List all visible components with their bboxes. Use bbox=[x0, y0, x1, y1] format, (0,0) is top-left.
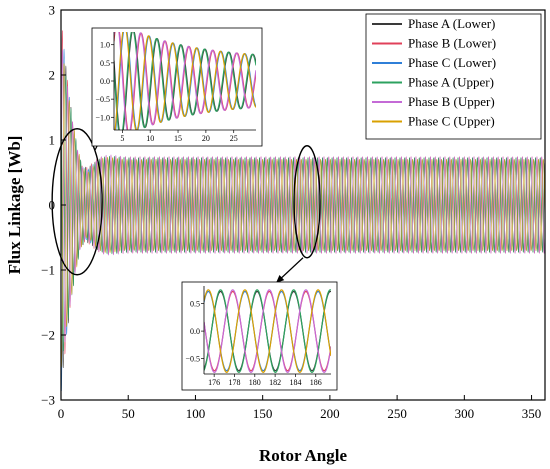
inset-y-tick-label: 0.5 bbox=[100, 59, 110, 68]
x-tick-label: 300 bbox=[455, 406, 475, 421]
callout-ellipse bbox=[51, 128, 103, 276]
inset-series-line bbox=[114, 32, 256, 130]
y-axis-title: Flux Linkage [Wb] bbox=[5, 136, 24, 275]
legend-entry: Phase A (Lower) bbox=[408, 16, 495, 31]
legend-entry: Phase C (Lower) bbox=[408, 55, 496, 70]
inset-y-tick-label: 0.5 bbox=[190, 300, 200, 309]
legend-entry: Phase C (Upper) bbox=[408, 114, 495, 129]
legend-box bbox=[365, 13, 542, 140]
inset-x-tick-label: 5 bbox=[120, 134, 124, 143]
callout-ellipse bbox=[293, 145, 321, 259]
inset-x-tick-label: 176 bbox=[208, 378, 220, 387]
inset-series-line bbox=[204, 289, 331, 373]
inset-series-line bbox=[204, 289, 331, 373]
callout-arrowhead bbox=[276, 274, 285, 283]
x-axis-title: Rotor Angle bbox=[259, 446, 347, 465]
inset-callouts bbox=[51, 116, 321, 284]
inset-panel bbox=[91, 27, 263, 147]
inset-steady: 176 178 180 182 184 186 0.5 0.0 −0.5 bbox=[181, 281, 338, 391]
x-tick-label: 200 bbox=[320, 406, 340, 421]
legend-entry: Phase A (Upper) bbox=[408, 75, 494, 90]
x-axis: 0 50 100 150 200 250 300 350 bbox=[58, 395, 542, 421]
inset-x-tick-label: 25 bbox=[230, 134, 238, 143]
x-tick-label: 0 bbox=[58, 406, 65, 421]
inset-y-tick-label: −0.5 bbox=[95, 95, 110, 104]
legend: Phase A (Lower) Phase B (Lower) Phase C (L… bbox=[365, 13, 542, 140]
inset-x-tick-label: 10 bbox=[146, 134, 154, 143]
inset-y-tick-label: 0.0 bbox=[100, 77, 110, 86]
legend-entry: Phase B (Lower) bbox=[408, 36, 496, 51]
plot-area bbox=[61, 30, 545, 391]
y-tick-label: −2 bbox=[41, 328, 55, 343]
inset-x-tick-label: 186 bbox=[310, 378, 322, 387]
inset-x-tick-label: 180 bbox=[249, 378, 261, 387]
inset-series-line bbox=[204, 289, 331, 373]
y-tick-label: −3 bbox=[41, 393, 55, 408]
inset-y-tick-label: 0.0 bbox=[190, 327, 200, 336]
y-tick-label: 2 bbox=[49, 68, 56, 83]
inset-x-tick-label: 178 bbox=[228, 378, 240, 387]
x-tick-label: 100 bbox=[186, 406, 206, 421]
inset-x-tick-label: 15 bbox=[174, 134, 182, 143]
inset-y-tick-label: −1.0 bbox=[95, 113, 110, 122]
inset-start: 5 10 15 20 25 1.0 0.5 0.0 −0.5 −1.0 bbox=[91, 27, 263, 147]
x-tick-label: 150 bbox=[253, 406, 273, 421]
inset-series-line bbox=[114, 32, 256, 130]
y-tick-label: 3 bbox=[49, 3, 56, 18]
inset-y-tick-label: −0.5 bbox=[185, 355, 200, 364]
inset-x-tick-label: 182 bbox=[269, 378, 281, 387]
y-tick-label: −1 bbox=[41, 263, 55, 278]
legend-entry: Phase B (Upper) bbox=[408, 94, 495, 109]
x-tick-label: 50 bbox=[122, 406, 135, 421]
series-line bbox=[61, 63, 545, 368]
inset-x-tick-label: 20 bbox=[202, 134, 210, 143]
inset-x-tick-label: 184 bbox=[289, 378, 301, 387]
inset-y-tick-label: 1.0 bbox=[100, 41, 110, 50]
x-tick-label: 350 bbox=[522, 406, 542, 421]
y-tick-label: 1 bbox=[49, 133, 56, 148]
x-tick-label: 250 bbox=[387, 406, 407, 421]
